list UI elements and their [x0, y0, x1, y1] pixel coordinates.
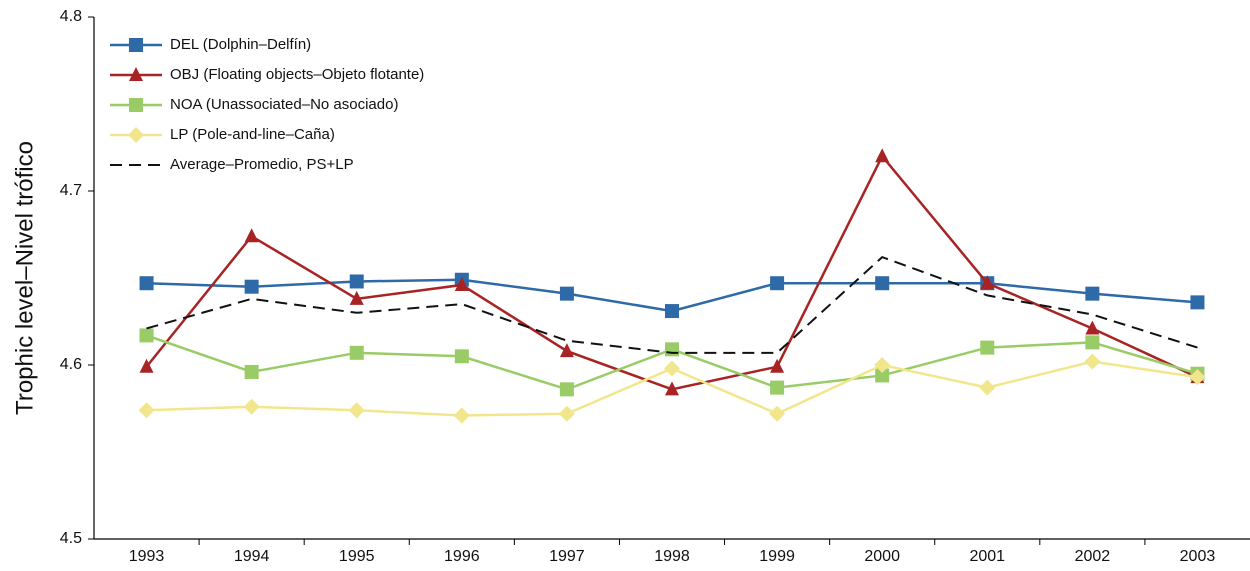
marker — [1085, 320, 1100, 335]
marker — [980, 275, 995, 290]
marker — [138, 402, 155, 419]
y-axis-label: Trophic level–Nivel trófico — [11, 141, 38, 415]
x-tick-label: 1994 — [234, 548, 270, 565]
legend-label: NOA (Unassociated–No asociado) — [170, 96, 398, 113]
y-tick-label: 4.6 — [60, 356, 82, 373]
legend-marker — [128, 127, 144, 143]
marker — [244, 364, 259, 379]
marker — [244, 228, 259, 243]
y-tick-label: 4.7 — [60, 182, 82, 199]
marker — [875, 368, 890, 383]
marker — [770, 276, 785, 291]
marker — [1085, 286, 1100, 301]
marker — [559, 382, 574, 397]
marker — [874, 357, 891, 373]
marker — [770, 358, 785, 373]
marker — [349, 274, 364, 289]
x-tick-label: 1996 — [444, 548, 480, 565]
y-tick-label: 4.5 — [60, 530, 82, 547]
x-tick-label: 2002 — [1075, 548, 1111, 565]
x-tick-label: 1999 — [759, 548, 795, 565]
marker — [559, 286, 574, 301]
series-line — [146, 255, 1198, 354]
legend-label: DEL (Dolphin–Delfín) — [170, 36, 311, 53]
marker — [558, 405, 575, 422]
y-tick-label: 4.8 — [60, 8, 82, 25]
marker — [243, 398, 260, 415]
marker — [770, 380, 785, 395]
marker — [454, 276, 469, 291]
marker — [769, 405, 786, 422]
x-tick-label: 1998 — [654, 548, 690, 565]
legend-marker — [129, 67, 143, 81]
x-tick-label: 1997 — [549, 548, 585, 565]
marker — [453, 407, 470, 424]
marker — [139, 276, 154, 291]
marker — [665, 342, 679, 357]
marker — [664, 360, 680, 377]
x-tick-label: 2001 — [969, 548, 1005, 565]
marker — [1085, 335, 1100, 350]
marker — [875, 148, 890, 163]
marker — [875, 276, 890, 291]
legend-marker — [129, 38, 143, 52]
x-tick-label: 1993 — [129, 548, 165, 565]
legend-marker — [129, 98, 143, 112]
marker — [980, 340, 995, 355]
marker — [559, 343, 574, 358]
marker — [244, 279, 259, 294]
marker — [1084, 353, 1101, 370]
legend-label: OBJ (Floating objects–Objeto flotante) — [170, 66, 424, 83]
marker — [454, 349, 469, 364]
marker — [139, 358, 154, 373]
marker — [665, 304, 679, 319]
x-tick-label: 1995 — [339, 548, 375, 565]
marker — [979, 379, 996, 396]
x-tick-label: 2003 — [1180, 548, 1216, 565]
legend-label: LP (Pole-and-line–Caña) — [170, 126, 335, 143]
marker — [139, 328, 154, 343]
marker — [665, 381, 679, 396]
x-tick-label: 2000 — [864, 548, 900, 565]
marker — [349, 290, 364, 305]
marker — [1190, 295, 1205, 310]
marker — [349, 345, 364, 360]
marker — [348, 402, 365, 419]
marker — [1189, 369, 1206, 386]
legend-label: Average–Promedio, PS+LP — [170, 156, 354, 173]
